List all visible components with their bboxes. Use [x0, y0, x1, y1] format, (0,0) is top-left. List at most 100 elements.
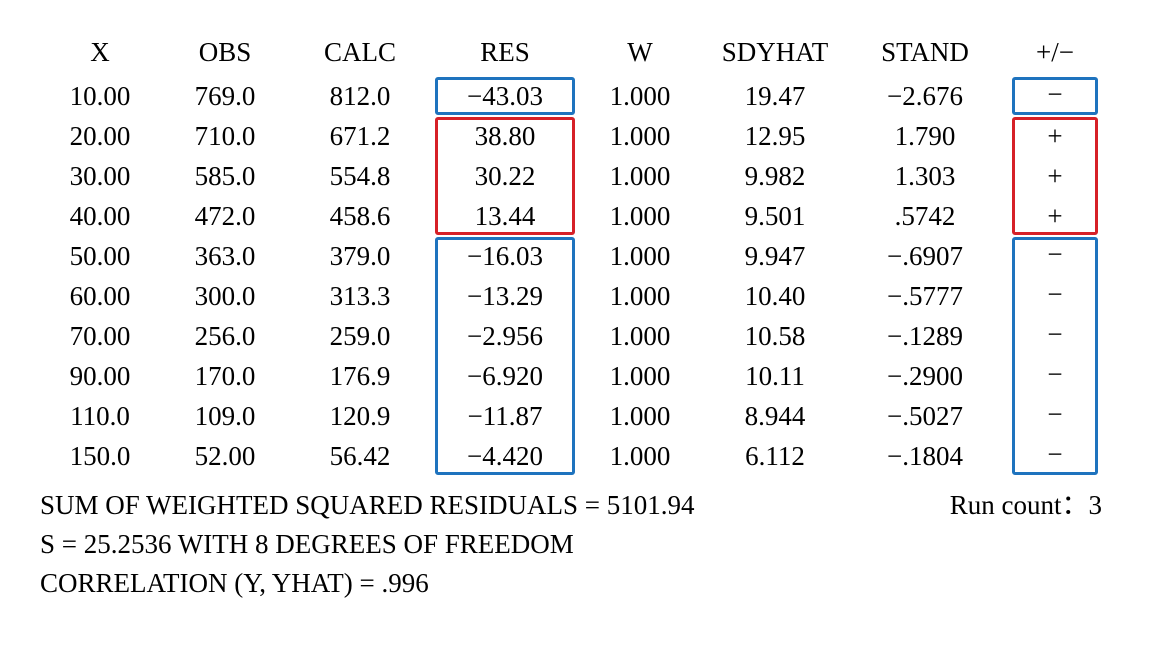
cell-w: 1.000	[580, 356, 700, 396]
table-body: 10.00769.0812.0−43.031.00019.47−2.676−20…	[40, 76, 1110, 476]
cell-sign: −	[1000, 316, 1110, 356]
col-header-obs: OBS	[160, 32, 290, 76]
cell-sign: −	[1000, 436, 1110, 476]
cell-res: −43.03	[430, 76, 580, 116]
cell-stand: −.5777	[850, 276, 1000, 316]
cell-x: 150.0	[40, 436, 160, 476]
cell-res: 13.44	[430, 196, 580, 236]
table-row: 70.00256.0259.0−2.9561.00010.58−.1289−	[40, 316, 1110, 356]
cell-sdyhat: 8.944	[700, 396, 850, 436]
cell-calc: 671.2	[290, 116, 430, 156]
cell-calc: 554.8	[290, 156, 430, 196]
cell-stand: −.6907	[850, 236, 1000, 276]
cell-stand: −.1289	[850, 316, 1000, 356]
cell-obs: 472.0	[160, 196, 290, 236]
cell-stand: 1.303	[850, 156, 1000, 196]
cell-sign: −	[1000, 76, 1110, 116]
cell-obs: 109.0	[160, 396, 290, 436]
col-header-w: W	[580, 32, 700, 76]
cell-obs: 256.0	[160, 316, 290, 356]
col-header-sign: +/−	[1000, 32, 1110, 76]
cell-obs: 585.0	[160, 156, 290, 196]
cell-obs: 52.00	[160, 436, 290, 476]
footer-correlation: CORRELATION (Y, YHAT) = .996	[40, 564, 1126, 603]
table-row: 150.052.0056.42−4.4201.0006.112−.1804−	[40, 436, 1110, 476]
table-row: 40.00472.0458.613.441.0009.501.5742+	[40, 196, 1110, 236]
footer-ssr: SUM OF WEIGHTED SQUARED RESIDUALS = 5101…	[40, 486, 695, 525]
cell-sign: −	[1000, 396, 1110, 436]
table-row: 60.00300.0313.3−13.291.00010.40−.5777−	[40, 276, 1110, 316]
cell-res: 30.22	[430, 156, 580, 196]
cell-calc: 379.0	[290, 236, 430, 276]
table-header-row: X OBS CALC RES W SDYHAT STAND +/−	[40, 32, 1110, 76]
footer-block: SUM OF WEIGHTED SQUARED RESIDUALS = 5101…	[40, 486, 1126, 603]
cell-obs: 769.0	[160, 76, 290, 116]
cell-sdyhat: 9.947	[700, 236, 850, 276]
cell-x: 50.00	[40, 236, 160, 276]
cell-sign: −	[1000, 356, 1110, 396]
cell-res: −11.87	[430, 396, 580, 436]
cell-w: 1.000	[580, 236, 700, 276]
cell-sign: +	[1000, 196, 1110, 236]
cell-obs: 170.0	[160, 356, 290, 396]
cell-res: −13.29	[430, 276, 580, 316]
cell-sdyhat: 19.47	[700, 76, 850, 116]
cell-sdyhat: 9.501	[700, 196, 850, 236]
cell-calc: 458.6	[290, 196, 430, 236]
table-wrapper: X OBS CALC RES W SDYHAT STAND +/− 10.007…	[40, 32, 1126, 476]
cell-w: 1.000	[580, 76, 700, 116]
table-row: 110.0109.0120.9−11.871.0008.944−.5027−	[40, 396, 1110, 436]
cell-calc: 176.9	[290, 356, 430, 396]
table-row: 30.00585.0554.830.221.0009.9821.303+	[40, 156, 1110, 196]
cell-stand: −.1804	[850, 436, 1000, 476]
cell-w: 1.000	[580, 276, 700, 316]
table-row: 10.00769.0812.0−43.031.00019.47−2.676−	[40, 76, 1110, 116]
cell-res: 38.80	[430, 116, 580, 156]
col-header-stand: STAND	[850, 32, 1000, 76]
cell-x: 20.00	[40, 116, 160, 156]
cell-stand: .5742	[850, 196, 1000, 236]
cell-res: −4.420	[430, 436, 580, 476]
cell-sdyhat: 10.58	[700, 316, 850, 356]
col-header-sdyhat: SDYHAT	[700, 32, 850, 76]
cell-sdyhat: 9.982	[700, 156, 850, 196]
cell-sign: −	[1000, 276, 1110, 316]
cell-stand: 1.790	[850, 116, 1000, 156]
col-header-calc: CALC	[290, 32, 430, 76]
cell-sign: +	[1000, 156, 1110, 196]
cell-sdyhat: 12.95	[700, 116, 850, 156]
cell-sign: −	[1000, 236, 1110, 276]
cell-calc: 812.0	[290, 76, 430, 116]
footer-s-df: S = 25.2536 WITH 8 DEGREES OF FREEDOM	[40, 525, 1126, 564]
cell-obs: 300.0	[160, 276, 290, 316]
cell-stand: −.2900	[850, 356, 1000, 396]
footer-run-count: Run count：3	[950, 486, 1126, 525]
cell-calc: 120.9	[290, 396, 430, 436]
cell-sdyhat: 10.40	[700, 276, 850, 316]
cell-calc: 313.3	[290, 276, 430, 316]
cell-x: 110.0	[40, 396, 160, 436]
cell-w: 1.000	[580, 396, 700, 436]
cell-x: 60.00	[40, 276, 160, 316]
cell-w: 1.000	[580, 436, 700, 476]
cell-x: 10.00	[40, 76, 160, 116]
cell-res: −16.03	[430, 236, 580, 276]
cell-res: −6.920	[430, 356, 580, 396]
cell-x: 40.00	[40, 196, 160, 236]
col-header-res: RES	[430, 32, 580, 76]
cell-sdyhat: 6.112	[700, 436, 850, 476]
cell-calc: 56.42	[290, 436, 430, 476]
table-row: 20.00710.0671.238.801.00012.951.790+	[40, 116, 1110, 156]
cell-sdyhat: 10.11	[700, 356, 850, 396]
cell-w: 1.000	[580, 196, 700, 236]
residuals-table: X OBS CALC RES W SDYHAT STAND +/− 10.007…	[40, 32, 1110, 476]
cell-x: 90.00	[40, 356, 160, 396]
cell-w: 1.000	[580, 316, 700, 356]
col-header-x: X	[40, 32, 160, 76]
cell-calc: 259.0	[290, 316, 430, 356]
table-row: 90.00170.0176.9−6.9201.00010.11−.2900−	[40, 356, 1110, 396]
cell-x: 30.00	[40, 156, 160, 196]
cell-sign: +	[1000, 116, 1110, 156]
cell-obs: 710.0	[160, 116, 290, 156]
cell-stand: −2.676	[850, 76, 1000, 116]
